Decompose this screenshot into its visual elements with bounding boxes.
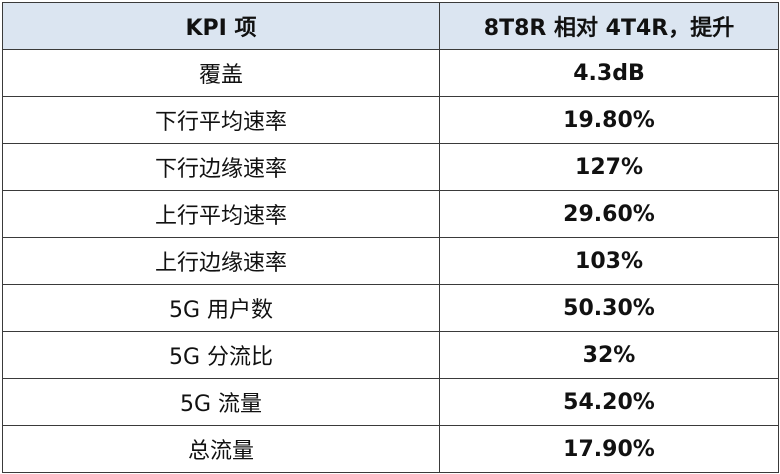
table-row: 5G 流量 54.20% <box>2 378 779 426</box>
kpi-name-cell: 5G 用户数 <box>2 284 440 332</box>
kpi-name-cell: 总流量 <box>2 425 440 473</box>
table-row: 下行边缘速率 127% <box>2 143 779 191</box>
gain-value-cell: 29.60% <box>439 190 779 238</box>
gain-value-cell: 19.80% <box>439 96 779 144</box>
table-row: 上行平均速率 29.60% <box>2 190 779 238</box>
table-row: 5G 分流比 32% <box>2 331 779 379</box>
kpi-name-cell: 下行平均速率 <box>2 96 440 144</box>
gain-value-cell: 54.20% <box>439 378 779 426</box>
header-gain: 8T8R 相对 4T4R，提升 <box>439 2 779 50</box>
kpi-name-cell: 覆盖 <box>2 49 440 97</box>
table-header-row: KPI 项 8T8R 相对 4T4R，提升 <box>2 2 779 50</box>
kpi-name-cell: 5G 分流比 <box>2 331 440 379</box>
kpi-name-cell: 5G 流量 <box>2 378 440 426</box>
header-kpi: KPI 项 <box>2 2 440 50</box>
gain-value-cell: 103% <box>439 237 779 285</box>
gain-value-cell: 50.30% <box>439 284 779 332</box>
table-row: 上行边缘速率 103% <box>2 237 779 285</box>
kpi-name-cell: 上行平均速率 <box>2 190 440 238</box>
gain-value-cell: 4.3dB <box>439 49 779 97</box>
gain-value-cell: 127% <box>439 143 779 191</box>
table-row: 总流量 17.90% <box>2 425 779 473</box>
table-row: 覆盖 4.3dB <box>2 49 779 97</box>
gain-value-cell: 17.90% <box>439 425 779 473</box>
table-row: 5G 用户数 50.30% <box>2 284 779 332</box>
kpi-name-cell: 上行边缘速率 <box>2 237 440 285</box>
gain-value-cell: 32% <box>439 331 779 379</box>
table-row: 下行平均速率 19.80% <box>2 96 779 144</box>
kpi-name-cell: 下行边缘速率 <box>2 143 440 191</box>
